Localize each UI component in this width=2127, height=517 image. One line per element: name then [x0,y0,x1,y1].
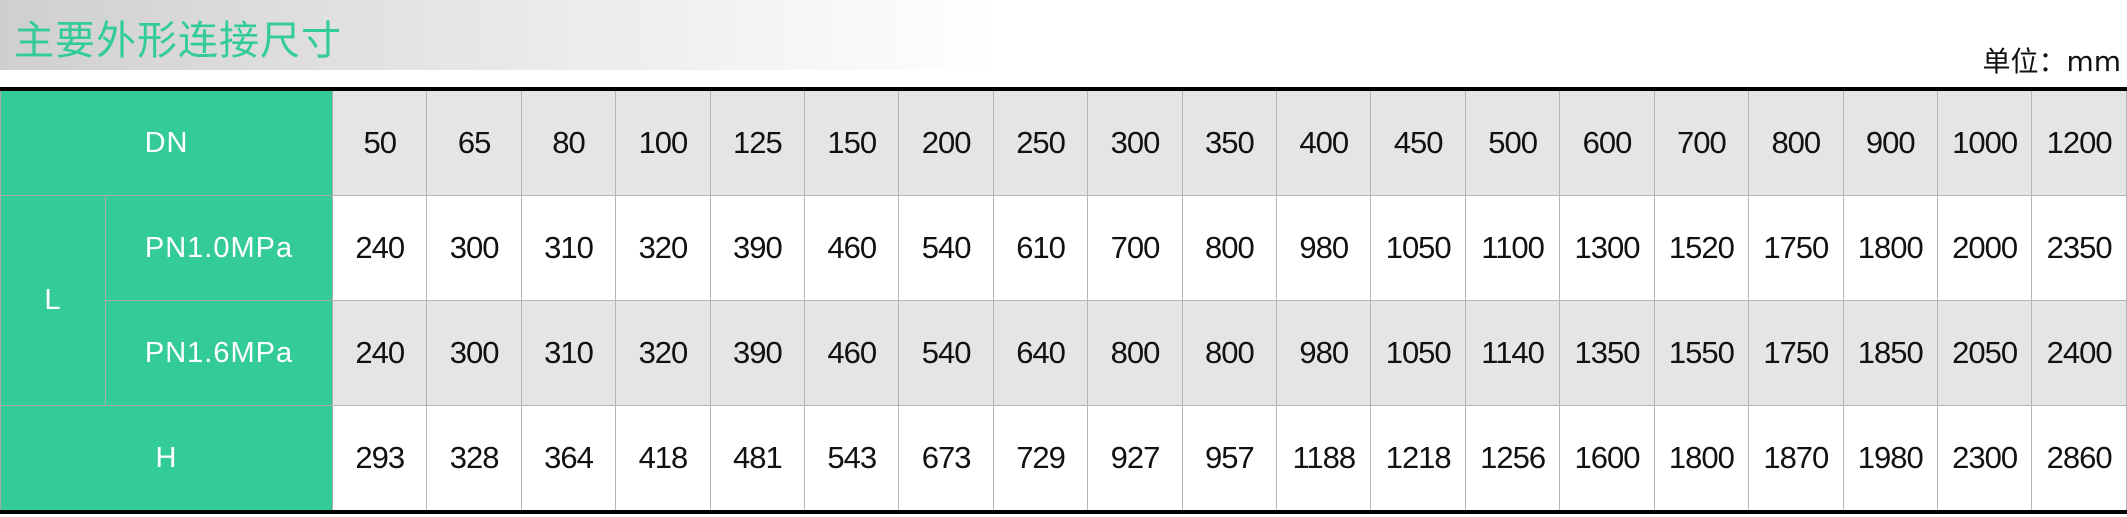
table-cell: 125 [709,88,806,196]
table-cell: 293 [332,405,428,513]
table-cell: 900 [1842,88,1938,196]
h-header: H [0,405,334,513]
table-cell: 1050 [1370,300,1466,406]
table-cell: 500 [1464,88,1561,196]
table-cell: 2860 [2031,405,2127,513]
table-cell: 1520 [1653,195,1750,301]
table-cell: 980 [1276,300,1372,406]
table-cell: 1600 [1559,405,1655,513]
table-cell: 957 [1181,405,1278,513]
table-cell: 1550 [1653,300,1750,406]
table-cell: 328 [426,405,522,513]
table-cell: 50 [332,88,428,196]
table-cell: 540 [898,195,994,301]
table-cell: 418 [615,405,711,513]
table-cell: 800 [1181,300,1278,406]
table-cell: 364 [520,405,617,513]
table-cell: 300 [1087,88,1183,196]
table-cell: 1140 [1464,300,1561,406]
table-cell: 800 [1748,88,1844,196]
table-cell: 450 [1370,88,1466,196]
table-cell: 100 [615,88,711,196]
table-cell: 310 [520,195,617,301]
table-cell: 320 [615,300,711,406]
table-cell: 1800 [1842,195,1938,301]
table-cell: 300 [426,300,522,406]
table-cell: 1870 [1748,405,1844,513]
table-cell: 1800 [1653,405,1750,513]
table-cell: 1750 [1748,195,1844,301]
table-cell: 2350 [2031,195,2127,301]
table-row-pn10: L PN1.0MPa 240 300 310 320 390 460 540 610 700 80… [0,195,2127,406]
table-cell: 390 [709,300,806,406]
table-cell: 729 [992,405,1089,513]
table-cell: 2050 [1936,300,2033,406]
table-cell: 673 [898,405,994,513]
table-cell: 610 [992,195,1089,301]
dn-header: DN [0,88,334,196]
table-cell: 65 [426,88,522,196]
table-row-pn16: PN1.6MPa 240 300 310 320 390 460 540 640 800 800 9… [1,300,2127,406]
table-cell: 1300 [1559,195,1655,301]
table-cell: 1750 [1748,300,1844,406]
table-cell: 1050 [1370,195,1466,301]
table-cell: 540 [898,300,994,406]
table-cell: 1256 [1464,405,1561,513]
dimensions-table: DN 50 65 80 100 125 150 200 250 300 350 400 450 500 6… [0,87,2127,514]
table-row-dn: DN 50 65 80 100 125 150 200 250 300 350 400 450 500 6… [0,88,2127,196]
table-cell: 481 [709,405,806,513]
table-cell: 240 [332,195,428,301]
table-cell: 1850 [1842,300,1938,406]
table-cell: 600 [1559,88,1655,196]
table-cell: 1200 [2031,88,2127,196]
table-cell: 1188 [1276,405,1372,513]
table-cell: 400 [1276,88,1372,196]
table-cell: 320 [615,195,711,301]
pn10-header: PN1.0MPa [104,195,334,301]
table-cell: 543 [804,405,900,513]
table-cell: 2400 [2031,300,2127,406]
table-cell: 350 [1181,88,1278,196]
table-cell: 240 [332,300,428,406]
table-cell: 1100 [1464,195,1561,301]
table-cell: 980 [1276,195,1372,301]
section-title: 主要外形连接尺寸 [14,18,342,64]
table-cell: 640 [992,300,1089,406]
table-cell: 927 [1087,405,1183,513]
table-cell: 250 [992,88,1089,196]
unit-label: 单位：mm [1982,45,2121,78]
table-cell: 700 [1087,195,1183,301]
table-cell: 800 [1181,195,1278,301]
table-row-h: H 293 328 364 418 481 543 673 729 927 957 1188 1218… [0,405,2127,513]
table-cell: 700 [1653,88,1750,196]
table-cell: 300 [426,195,522,301]
table-cell: 2000 [1936,195,2033,301]
table-cell: 2300 [1936,405,2033,513]
l-header: L [0,195,106,406]
title-banner [0,0,1000,70]
table-cell: 460 [804,300,900,406]
pn16-header: PN1.6MPa [104,300,334,406]
table-cell: 1000 [1936,88,2033,196]
table-cell: 200 [898,88,994,196]
table-cell: 150 [804,88,900,196]
table-cell: 390 [709,195,806,301]
table-cell: 1980 [1842,405,1938,513]
table-cell: 80 [520,88,617,196]
table-cell: 800 [1087,300,1183,406]
table-cell: 460 [804,195,900,301]
table-cell: 1350 [1559,300,1655,406]
table-cell: 1218 [1370,405,1466,513]
table-cell: 310 [520,300,617,406]
